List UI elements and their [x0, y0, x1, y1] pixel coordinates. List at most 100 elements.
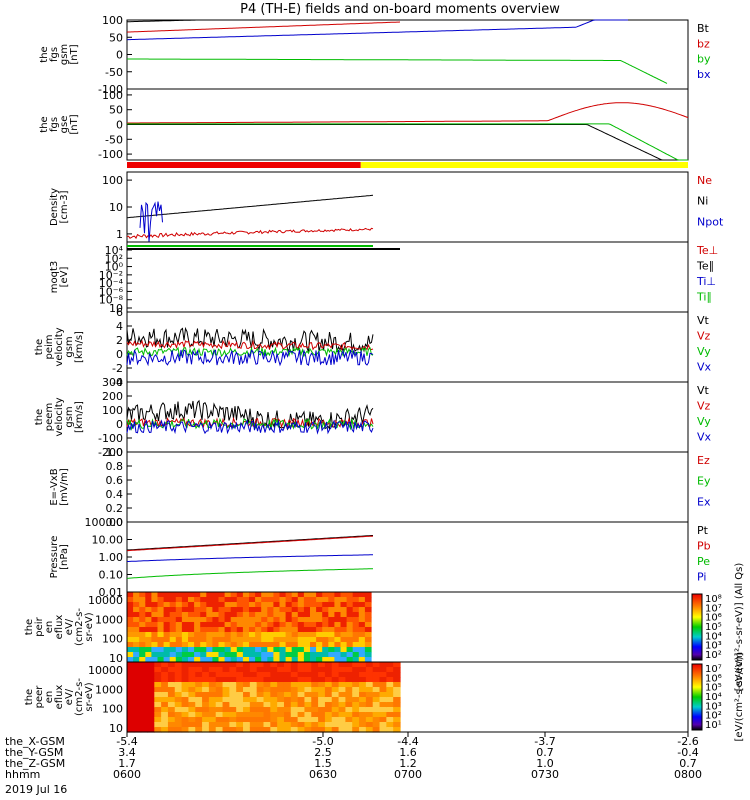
spectrogram-cell	[256, 722, 265, 728]
spectrogram-cell	[249, 682, 258, 688]
spectrogram-cell	[206, 647, 213, 653]
legend-vy: Vy	[697, 345, 711, 358]
ytick-label: 2	[116, 334, 123, 347]
spectrogram-cell	[167, 677, 176, 683]
spectrogram-cell	[279, 592, 287, 598]
panel-frame	[126, 241, 689, 313]
spectrogram-cell	[358, 597, 366, 603]
xaxis-row-label: the_X-GSM	[5, 735, 65, 748]
spectrogram-cell	[364, 612, 372, 618]
spectrogram-cell	[386, 667, 394, 673]
spectrogram-cell	[322, 642, 329, 648]
spectrogram-cell	[338, 712, 346, 718]
spectrogram-cell	[263, 687, 271, 693]
spectrogram-cell	[346, 607, 354, 613]
spectrogram-cell	[195, 682, 203, 688]
spectrogram-cell	[151, 647, 159, 653]
spectrogram-cell	[163, 617, 171, 623]
xaxis-row-label: the_Y-GSM	[5, 746, 63, 759]
spectrogram-cell	[345, 677, 353, 683]
spectrogram-cell	[270, 687, 278, 693]
spectrogram-cell	[174, 672, 183, 678]
spectrogram-cell	[386, 697, 394, 703]
spectrogram-cell	[352, 637, 360, 643]
spectrogram-cell	[270, 712, 278, 718]
spectrogram-cell	[230, 627, 238, 633]
spectrogram-cell	[230, 617, 238, 623]
spectrogram-cell	[133, 662, 142, 668]
spectrogram-cell	[229, 707, 237, 713]
spectrogram-cell	[229, 662, 237, 668]
spectrogram-cell	[215, 672, 224, 678]
spectrogram-cell	[273, 647, 281, 653]
spectrogram-cell	[140, 697, 149, 703]
spectrogram-cell	[285, 637, 293, 643]
spectrogram-cell	[346, 622, 354, 628]
spectrogram-cell	[222, 707, 230, 713]
spectrogram-cell	[181, 657, 189, 663]
spectrogram-cell	[359, 677, 367, 683]
ylabel-line: (cm2-s-	[74, 608, 85, 646]
panel-peer_spectrogram: thepeerenefluxeV/(cm2-s-sr-eV)1000010001…	[24, 661, 722, 735]
spectrogram-cell	[304, 687, 312, 693]
xaxis-tick-value: 0600	[113, 768, 141, 781]
spectrogram-cell	[277, 662, 285, 668]
spectrogram-cell	[212, 657, 220, 663]
colorbar-tick: 10⁵	[705, 683, 722, 694]
spectrogram-cell	[206, 622, 213, 628]
spectrogram-cell	[181, 622, 189, 628]
spectrogram-cell	[249, 657, 256, 663]
spectrogram-cell	[230, 612, 238, 618]
ylabel-line: [mV/m]	[59, 468, 70, 506]
spectrogram-cell	[291, 647, 299, 653]
spectrogram-cell	[338, 722, 346, 728]
spectrogram-cell	[311, 702, 319, 708]
spectrogram-cell	[243, 722, 251, 728]
spectrogram-cell	[139, 612, 146, 618]
spectrogram-cell	[386, 717, 394, 723]
spectrogram-cell	[273, 627, 281, 633]
spectrogram-cell	[175, 657, 183, 663]
spectrogram-cell	[127, 717, 135, 723]
spectrogram-cell	[364, 657, 372, 663]
spectrogram-cell	[249, 667, 258, 673]
spectrogram-cell	[283, 687, 292, 693]
spectrogram-cell	[127, 677, 135, 683]
spectrogram-cell	[147, 727, 155, 733]
spectrogram-cell	[322, 657, 329, 663]
spectrogram-cell	[283, 662, 292, 668]
spectrogram-cell	[304, 722, 312, 728]
spectrogram-cell	[364, 602, 372, 608]
spectrogram-cell	[263, 717, 271, 723]
spectrogram-cell	[222, 697, 230, 703]
spectrogram-cell	[208, 697, 217, 703]
spectrogram-cell	[283, 682, 292, 688]
spectrogram-cell	[133, 692, 142, 698]
spectrogram-cell	[215, 687, 224, 693]
spectrogram-cell	[174, 707, 183, 713]
spectrogram-cell	[328, 592, 335, 598]
spectrogram-cell	[255, 602, 262, 608]
spectrogram-cell	[310, 627, 317, 633]
spectrogram-cell	[359, 702, 367, 708]
spectrogram-cell	[169, 627, 177, 633]
spectrogram-cell	[224, 647, 232, 653]
spectrogram-cell	[249, 617, 256, 623]
spectrogram-cell	[297, 607, 305, 613]
spectrogram-cell	[358, 607, 366, 613]
spectrogram-cell	[202, 677, 210, 683]
spectrogram-cell	[236, 637, 244, 643]
spectrogram-cell	[346, 597, 354, 603]
spectrogram-cell	[218, 597, 226, 603]
panel-frame	[126, 19, 689, 90]
xaxis-tick-value: -3.7	[534, 735, 555, 748]
spectrogram-cell	[200, 597, 207, 603]
spectrogram-cell	[249, 687, 258, 693]
spectrogram-cell	[133, 617, 140, 623]
panel-ylabel: E=-VxB[mV/m]	[49, 468, 70, 506]
ylabel-line: the	[39, 46, 50, 62]
spectrogram-cell	[230, 657, 238, 663]
spectrogram-cell	[311, 667, 319, 673]
spectrogram-cell	[140, 702, 149, 708]
panel-fgs_gse: thefgsgse[nT] 100 50 0-50 -100	[39, 88, 689, 161]
